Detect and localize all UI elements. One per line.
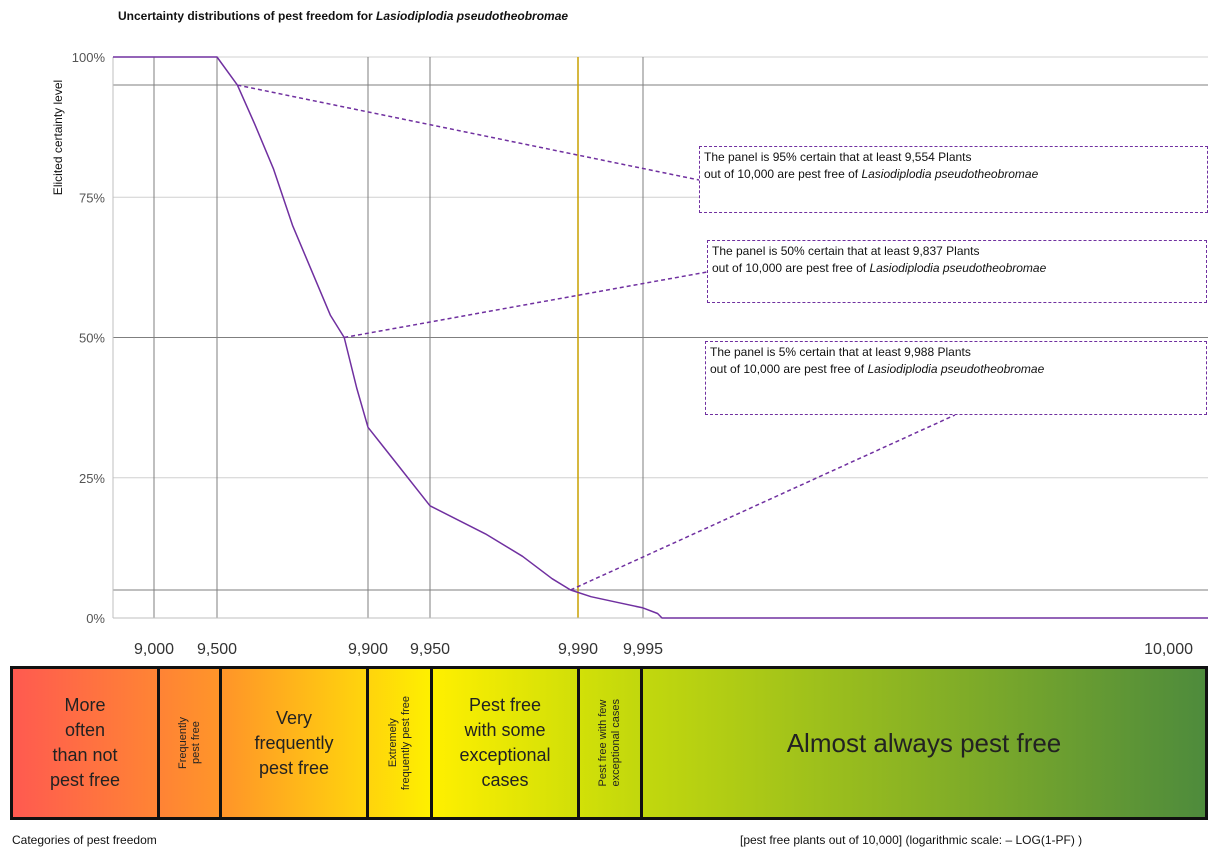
- annotation-line2-prefix: out of 10,000 are pest free of: [710, 362, 868, 376]
- y-axis-label: Elicited certainty level: [51, 80, 65, 195]
- category-label-line: cases: [481, 770, 529, 790]
- x-tick-label: 9,000: [134, 641, 174, 658]
- annotation-line2: out of 10,000 are pest free of Lasiodipl…: [710, 361, 1202, 378]
- category-label-line: exceptional cases: [610, 699, 622, 787]
- annotation-species: Lasiodiplodia pseudotheobromae: [867, 362, 1045, 376]
- annotation-line2: out of 10,000 are pest free of Lasiodipl…: [704, 166, 1203, 183]
- category-label: Frequently pest free: [177, 717, 203, 769]
- category-label-line: with some: [464, 720, 546, 740]
- category-extremely-frequently: Extremely frequently pest free: [366, 666, 433, 820]
- category-label-line: Pest free with few: [597, 699, 609, 787]
- category-label: Almost always pest free: [783, 727, 1066, 758]
- category-label: More often than not pest free: [46, 693, 124, 793]
- category-label-line: pest free: [189, 721, 202, 765]
- category-almost-always: Almost always pest free: [640, 666, 1208, 820]
- annotation-line1: The panel is 95% certain that at least 9…: [704, 150, 972, 164]
- annotation-line1: The panel is 50% certain that at least 9…: [712, 244, 980, 258]
- category-label-line: pest free: [258, 757, 330, 778]
- category-label: Pest free with some exceptional cases: [455, 693, 554, 793]
- category-label-line: frequently pest free: [399, 695, 412, 791]
- category-label-line: Extremely: [386, 718, 399, 768]
- x-tick-label: 10,000: [1144, 641, 1193, 658]
- annotation-line2: out of 10,000 are pest free of Lasiodipl…: [712, 260, 1202, 277]
- chart-plot: 100% 75% 50% 25% 0% 9,000 9,500 9,900 9,950 9,990…: [51, 50, 1208, 658]
- category-label-line: frequently: [254, 732, 334, 753]
- x-tick-label: 9,995: [623, 641, 663, 658]
- category-label-line: often: [64, 720, 106, 740]
- annotation-line2-prefix: out of 10,000 are pest free of: [712, 261, 870, 275]
- category-label-line: More: [64, 695, 106, 715]
- y-tick-label: 100%: [72, 50, 106, 65]
- axis-labels: 100% 75% 50% 25% 0% 9,000 9,500 9,900 9,950 9,990…: [51, 50, 1193, 658]
- x-tick-label: 9,990: [558, 641, 598, 658]
- category-label-line: Frequently: [176, 717, 189, 769]
- annotation-box: The panel is 5% certain that at least 9,…: [705, 341, 1207, 415]
- curve-layer: [113, 56, 1208, 619]
- y-tick-label: 0%: [86, 611, 105, 626]
- category-more-often: More often than not pest free: [10, 666, 160, 820]
- distribution-curve: [113, 56, 1208, 619]
- xaxis-caption: [pest free plants out of 10,000] (logari…: [740, 833, 1083, 847]
- annotation-box: The panel is 95% certain that at least 9…: [699, 146, 1208, 213]
- category-label-line: pest free: [49, 770, 121, 790]
- chart-title: Uncertainty distributions of pest freedo…: [118, 9, 568, 23]
- x-tick-label: 9,900: [348, 641, 388, 658]
- y-tick-label: 25%: [79, 471, 105, 486]
- category-label: Extremely frequently pest free: [387, 696, 413, 790]
- x-tick-label: 9,500: [197, 641, 237, 658]
- y-tick-label: 50%: [79, 331, 105, 346]
- category-very-frequently: Very frequently pest free: [219, 666, 369, 820]
- annotation-line2-prefix: out of 10,000 are pest free of: [704, 167, 862, 181]
- annotation-box: The panel is 50% certain that at least 9…: [707, 240, 1207, 303]
- x-tick-label: 9,950: [410, 641, 450, 658]
- category-label-line: Very: [275, 707, 313, 728]
- annotation-line1: The panel is 5% certain that at least 9,…: [710, 345, 971, 359]
- leader-line: [570, 414, 956, 591]
- category-label-line: than not: [52, 745, 118, 765]
- category-label-line: exceptional: [459, 745, 551, 765]
- category-frequently: Frequently pest free: [157, 666, 222, 820]
- leader-line: [237, 84, 700, 181]
- chart-title-text: Uncertainty distributions of pest freedo…: [118, 9, 377, 23]
- category-label-line: Pest free: [468, 695, 542, 715]
- category-label-line: Almost always pest free: [786, 727, 1062, 758]
- category-some-exceptional: Pest free with some exceptional cases: [430, 666, 580, 820]
- chart-title-species: Lasiodiplodia pseudotheobromae: [376, 9, 569, 23]
- category-label: Very frequently pest free: [250, 706, 337, 781]
- leader-line: [344, 271, 708, 339]
- category-label: Pest free with few exceptional cases: [597, 699, 623, 786]
- categories-caption: Categories of pest freedom: [12, 833, 157, 847]
- category-few-exceptional: Pest free with few exceptional cases: [577, 666, 643, 820]
- annotation-species: Lasiodiplodia pseudotheobromae: [869, 261, 1047, 275]
- grid-layer: [112, 56, 1208, 619]
- leader-lines: [237, 84, 956, 591]
- y-tick-label: 75%: [79, 190, 105, 205]
- annotation-species: Lasiodiplodia pseudotheobromae: [861, 167, 1039, 181]
